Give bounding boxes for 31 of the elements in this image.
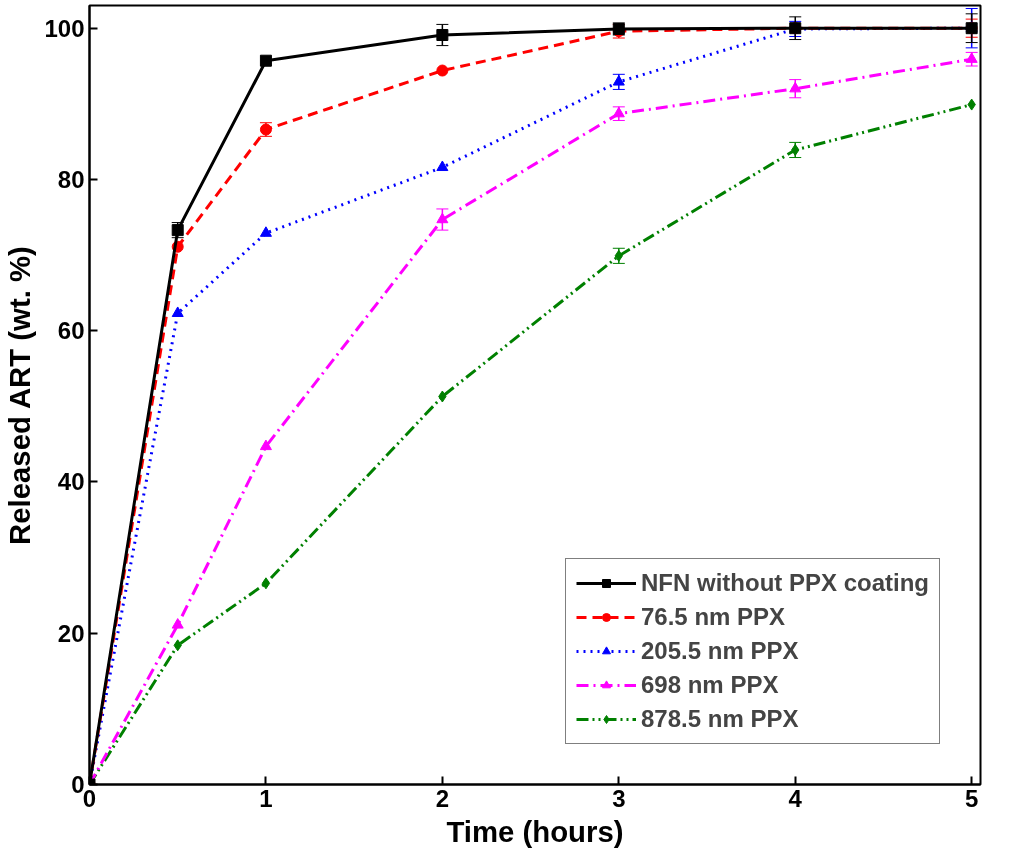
x-tick-label: 2 — [435, 784, 450, 812]
y-tick-label: 40 — [57, 468, 85, 496]
legend-label: 878.5 nm PPX — [641, 705, 799, 733]
point — [259, 54, 272, 67]
y-tick-label: 100 — [44, 14, 85, 42]
point — [436, 29, 449, 41]
x-tick-label: 1 — [259, 784, 273, 812]
y-tick-label: 20 — [57, 619, 85, 647]
point — [612, 75, 625, 86]
y-tick-label: 60 — [57, 317, 85, 345]
point — [436, 212, 449, 224]
point — [171, 618, 184, 629]
point — [259, 439, 272, 451]
legend-label: 698 nm PPX — [641, 671, 779, 699]
x-axis-title: Time (hours) — [446, 814, 624, 848]
point — [436, 160, 449, 172]
y-tick-label: 80 — [57, 165, 85, 193]
y-axis-title: Released ART (wt. %) — [3, 246, 37, 545]
point — [436, 64, 449, 77]
point — [965, 52, 978, 63]
legend-label: 205.5 nm PPX — [641, 637, 799, 665]
point — [789, 81, 802, 93]
point — [259, 226, 272, 237]
x-tick-label: 3 — [612, 784, 626, 812]
point — [612, 106, 625, 118]
x-tick-label: 4 — [788, 784, 803, 812]
point — [171, 306, 184, 317]
legend-label: 76.5 nm PPX — [641, 603, 786, 631]
legend-label: NFN without PPX coating — [641, 569, 929, 597]
point — [261, 577, 271, 590]
x-tick-label: 5 — [965, 784, 979, 812]
